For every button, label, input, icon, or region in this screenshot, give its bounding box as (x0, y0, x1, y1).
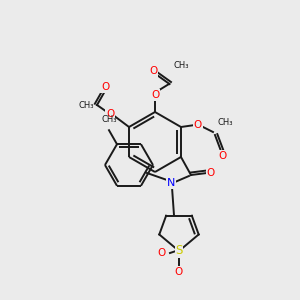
Text: N: N (167, 178, 175, 188)
Text: O: O (194, 120, 202, 130)
Text: CH₃: CH₃ (101, 115, 117, 124)
Text: O: O (151, 90, 159, 100)
Text: O: O (158, 248, 166, 258)
Text: O: O (207, 168, 215, 178)
Text: O: O (149, 66, 157, 76)
Text: S: S (175, 244, 183, 257)
Text: O: O (219, 151, 227, 161)
Text: O: O (106, 109, 114, 119)
Text: CH₃: CH₃ (218, 118, 233, 127)
Text: O: O (175, 267, 183, 277)
Text: CH₃: CH₃ (79, 100, 94, 109)
Text: CH₃: CH₃ (173, 61, 188, 70)
Text: O: O (101, 82, 109, 92)
